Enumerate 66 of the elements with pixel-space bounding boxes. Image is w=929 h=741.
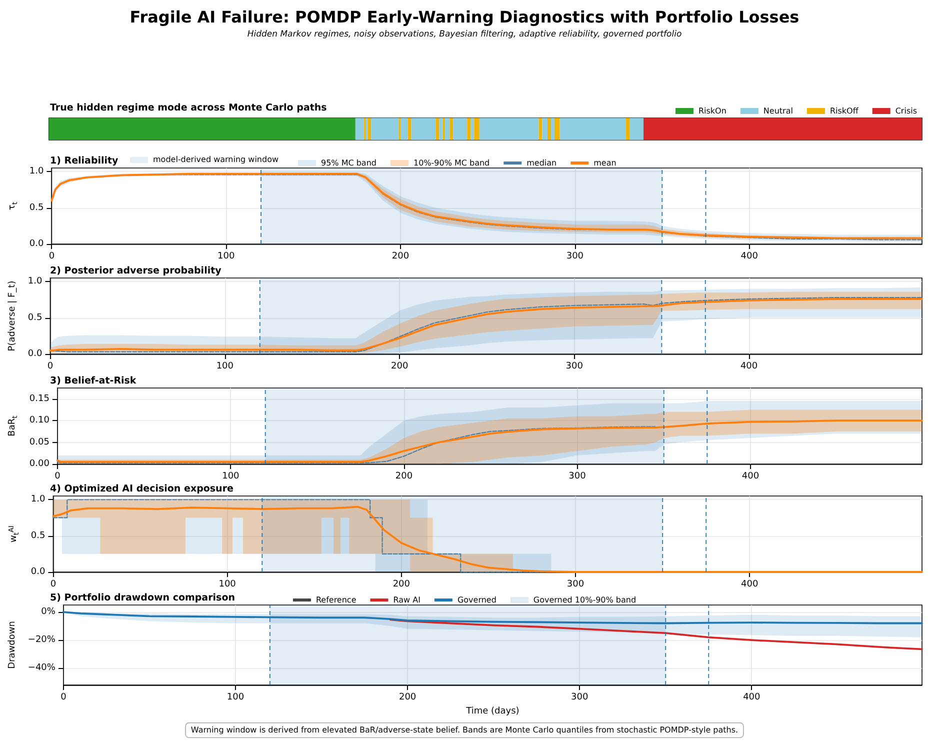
y-tick-label: 0.5 — [28, 312, 42, 323]
x-tick-label: 0 — [50, 580, 56, 590]
x-tick-label: 200 — [392, 580, 410, 590]
x-tick-label: 200 — [395, 472, 413, 482]
x-tick-label: 400 — [740, 362, 758, 372]
y-tick-label: 0% — [41, 607, 56, 618]
legend-label: 95% MC band — [321, 158, 376, 168]
x-tick-label: 100 — [222, 472, 240, 482]
chart-title: 2) Posterior adverse probability — [50, 266, 222, 276]
x-tick-label: 300 — [566, 362, 584, 372]
y-tick-label: 0.10 — [29, 416, 50, 426]
legend-label: median — [526, 158, 557, 168]
y-tick-label: 0.15 — [29, 394, 50, 404]
chart-title: 3) Belief-at-Risk — [50, 376, 137, 386]
legend-label: Crisis — [895, 106, 917, 116]
x-tick-label: 0 — [48, 252, 55, 262]
x-tick-label: 300 — [566, 252, 584, 262]
legend-label: mean — [594, 158, 616, 168]
y-tick-label: 0.5 — [29, 202, 44, 213]
y-axis-title: Drawdown — [8, 621, 18, 669]
legend-label: RiskOn — [698, 106, 726, 116]
text: Fragile AI Failure: POMDP Early-Warning Diagnostics with Portfolio Losses — [130, 8, 800, 26]
chart-title: 4) Optimized AI decision exposure — [50, 484, 234, 494]
x-tick-label: 400 — [743, 692, 761, 702]
x-tick-label: 400 — [741, 580, 758, 590]
x-tick-label: 0 — [54, 472, 61, 482]
x-tick-label: 400 — [742, 472, 760, 482]
x-tick-label: 100 — [226, 692, 244, 702]
legend-label: Reference — [316, 596, 356, 604]
x-tick-label: 100 — [218, 252, 235, 262]
x-tick-label: 200 — [392, 252, 410, 262]
y-tick-label: 0.5 — [30, 530, 46, 541]
y-tick-label: 1.0 — [29, 166, 44, 177]
y-tick-label: −20% — [28, 635, 56, 646]
y-tick-label: 1.0 — [30, 494, 46, 505]
y-tick-label: 1.0 — [28, 276, 42, 287]
legend-label: 10%-90% MC band — [413, 158, 490, 168]
x-tick-label: 400 — [740, 252, 758, 262]
text: Hidden Markov regimes, noisy observations, Bayesian filtering, adaptive reliability, governed portfolio — [247, 30, 682, 40]
y-tick-label: 0.0 — [29, 239, 44, 249]
y-tick-label: 0.0 — [28, 349, 42, 359]
x-tick-label: 100 — [216, 362, 234, 372]
chart-title: 5) Portfolio drawdown comparison — [50, 592, 236, 604]
text: Warning window is derived from elevated BaR/adverse-state belief. Bands are Monte Carlo quantiles from stochastic POMDP-style paths. — [190, 726, 738, 735]
legend-label: Neutral — [763, 106, 793, 116]
chart-title: True hidden regime mode across Monte Carlo paths — [50, 102, 328, 114]
y-tick-label: 0.05 — [29, 437, 50, 448]
y-axis-title: P(adverse | F_t) — [8, 280, 18, 352]
x-axis-title: Time (days) — [465, 706, 520, 716]
x-tick-label: 0 — [60, 692, 67, 702]
legend-label: Governed 10%-90% band — [533, 596, 636, 604]
y-tick-label: 0.0 — [30, 567, 46, 577]
x-tick-label: 100 — [218, 580, 236, 590]
legend-label: Raw AI — [393, 596, 420, 604]
legend-label: Governed — [457, 596, 496, 604]
y-tick-label: −40% — [28, 663, 56, 674]
chart-title: 1) Reliability — [50, 156, 120, 166]
x-tick-label: 200 — [391, 362, 408, 372]
x-tick-label: 0 — [47, 362, 54, 372]
x-tick-label: 300 — [566, 580, 584, 590]
y-tick-label: 0.00 — [29, 459, 50, 469]
legend-label: model-derived warning window — [153, 155, 279, 164]
legend-label: RiskOff — [830, 106, 859, 116]
x-tick-label: 300 — [568, 472, 586, 482]
x-tick-label: 300 — [571, 692, 588, 702]
x-tick-label: 200 — [398, 692, 416, 702]
